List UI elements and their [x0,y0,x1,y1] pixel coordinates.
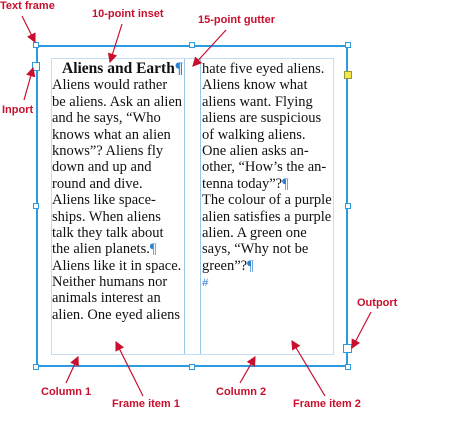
text-line: other, “How’s the an- [202,159,327,176]
text-line: Neither humans nor [52,274,168,291]
text-line: alien. A green one [202,224,307,241]
text-line: says, “Why not be [202,241,309,258]
label-text-frame: Text frame [0,0,55,12]
text-line: alien. One eyed aliens [52,306,181,323]
handle-bottom-mid[interactable] [189,364,195,370]
handle-top-left[interactable] [33,42,39,48]
text-line: Aliens like space- [52,192,156,209]
pilcrow-icon: ¶ [247,257,254,274]
label-frame-item-1: Frame item 1 [112,398,180,410]
text-line: be aliens. Ask an alien [52,93,183,110]
arrow-column-1 [65,355,79,384]
text-line: knows what an alien [52,126,171,143]
text-line: round and dive. [52,175,143,192]
label-column-2: Column 2 [216,386,267,398]
handle-bottom-right[interactable] [345,364,351,370]
handle-bottom-left[interactable] [33,364,39,370]
handle-top-right[interactable] [345,42,351,48]
text-line: One alien asks an- [202,142,309,159]
arrow-text-frame [21,15,36,44]
text-line: Aliens and Earth¶ [62,60,184,77]
column-handle[interactable] [344,71,352,79]
text-line: green”?¶ [202,257,254,274]
label-outport: Outport [357,297,398,309]
inport-handle[interactable] [32,62,40,71]
handle-mid-left[interactable] [33,203,39,209]
column-2-text: hate five eyed aliens. Aliens know what al… [202,61,332,290]
text-line: Aliens like it in space. [52,257,182,274]
text-line: The colour of a purple [202,192,332,209]
text-line: Aliens would rather [52,77,168,94]
column-1-text: Aliens and Earth¶ Aliens would rather be a… [52,60,184,323]
label-column-1: Column 1 [41,386,92,398]
text-line: talk they talk about [52,224,164,241]
text-line: tenna today”?¶ [202,175,289,192]
text-line: alien satisfies a purple [202,208,332,225]
pilcrow-icon: ¶ [149,241,157,258]
label-inport: Inport [2,104,34,116]
handle-mid-right[interactable] [345,203,351,209]
text-line: ships. When aliens [52,208,161,225]
label-frame-item-2: Frame item 2 [293,398,361,410]
text-line: of walking aliens. [202,126,306,143]
arrow-frame-item-2 [291,339,326,397]
text-line: and he says, “Who [52,110,161,127]
text-line: animals interest an [52,290,161,307]
text-line: # [202,278,209,291]
text-line: the alien planets.¶ [52,241,157,258]
label-gutter: 15-point gutter [198,14,275,26]
arrow-inset [107,23,123,64]
handle-top-mid[interactable] [189,42,195,48]
text-line: aliens are suspicious [202,110,322,127]
arrow-frame-item-1 [115,340,144,397]
text-line: aliens want. Flying [202,93,313,110]
text-line: down and up and [52,159,152,176]
arrow-gutter [192,29,227,67]
pilcrow-icon: ¶ [282,175,289,192]
arrow-inport [23,66,36,101]
text-line: Aliens know what [202,77,308,94]
text-line: knows”? Aliens fly [52,142,164,159]
pilcrow-icon: ¶ [174,60,184,77]
label-inset: 10-point inset [92,8,164,20]
arrow-column-2 [239,355,256,384]
text-line: hate five eyed aliens. [202,61,325,77]
arrow-outport [351,311,372,350]
